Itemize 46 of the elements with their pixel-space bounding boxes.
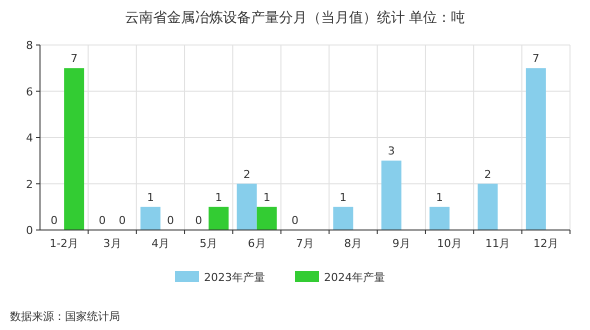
data-label: 1 — [146, 190, 154, 204]
x-tick-label: 9月 — [392, 237, 410, 250]
source-note: 数据来源：国家统计局 — [10, 310, 120, 323]
x-tick-label: 7月 — [296, 237, 314, 250]
data-label: 1 — [436, 190, 444, 204]
bar — [256, 206, 277, 230]
x-tick-label: 5月 — [200, 237, 218, 250]
data-label: 1 — [340, 190, 347, 204]
data-label: 2 — [484, 168, 492, 181]
legend-label: 2024年产量 — [324, 271, 385, 284]
data-label: 7 — [70, 52, 78, 66]
x-tick-label: 8月 — [344, 237, 362, 250]
data-label: 0 — [50, 214, 58, 227]
bar — [140, 206, 160, 230]
chart-title: 云南省金属冶炼设备产量分月（当月值）统计 单位：吨 — [124, 10, 466, 26]
data-label: 1 — [263, 190, 270, 204]
data-label: 0 — [292, 214, 298, 227]
data-label: 0 — [118, 214, 126, 227]
bar — [333, 206, 354, 230]
bar — [478, 184, 498, 230]
legend-label: 2023年产量 — [204, 271, 265, 284]
data-label: 1 — [215, 190, 222, 204]
y-tick-label: 2 — [26, 178, 33, 191]
x-tick-label: 4月 — [151, 237, 170, 250]
bar — [430, 206, 450, 230]
data-label: 7 — [532, 52, 540, 66]
x-tick-label: 11月 — [485, 237, 510, 250]
bar — [526, 68, 546, 230]
y-tick-label: 6 — [26, 85, 33, 98]
bar — [208, 206, 229, 230]
x-tick-label: 6月 — [248, 237, 266, 250]
y-tick-label: 4 — [26, 132, 33, 144]
bar — [64, 68, 84, 230]
x-tick-label: 10月 — [437, 237, 462, 250]
data-label: 0 — [195, 214, 202, 227]
bar — [381, 160, 402, 230]
x-tick-label: 1-2月 — [50, 237, 79, 250]
x-tick-label: 12月 — [533, 237, 558, 250]
x-tick-label: 3月 — [103, 237, 122, 250]
data-label: 0 — [98, 214, 106, 227]
y-tick-label: 0 — [26, 224, 33, 237]
bar — [236, 184, 257, 230]
data-label: 0 — [166, 214, 174, 227]
data-label: 3 — [388, 144, 395, 158]
y-tick-label: 8 — [26, 39, 33, 52]
data-label: 2 — [243, 168, 250, 181]
